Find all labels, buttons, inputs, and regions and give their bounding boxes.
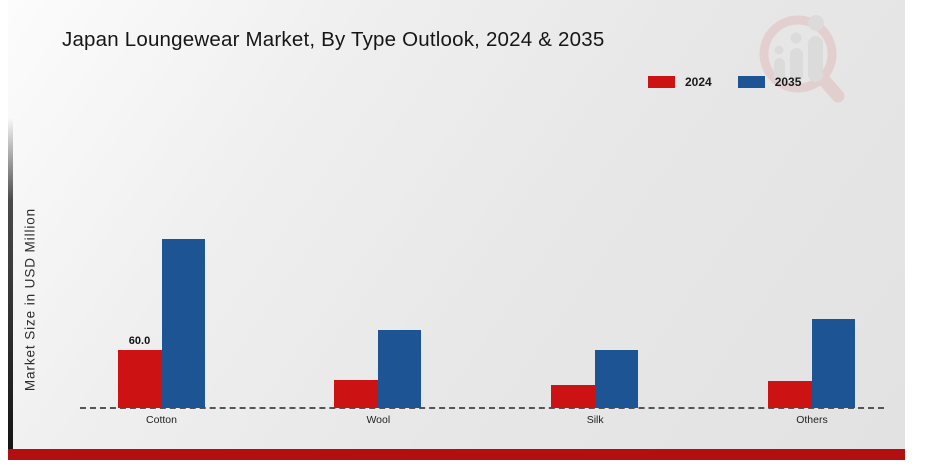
- legend-label-2024: 2024: [685, 75, 712, 89]
- legend: 2024 2035: [648, 75, 801, 89]
- magnifier-bar-chart-logo-icon: [750, 10, 850, 115]
- left-accent-line: [8, 118, 13, 449]
- x-tick-silk: Silk: [586, 414, 604, 426]
- x-tick-others: Others: [796, 414, 828, 426]
- bar-2024-wool: [334, 380, 379, 408]
- bar-2024-others: [767, 381, 812, 408]
- bar-2035-silk: [595, 350, 639, 408]
- legend-swatch-2024: [648, 76, 675, 88]
- x-tick-cotton: Cotton: [146, 414, 177, 426]
- legend-swatch-2035: [737, 76, 765, 88]
- bar-2024-silk: [551, 385, 596, 408]
- bar-2035-cotton: [161, 239, 205, 408]
- legend-label-2035: 2035: [774, 75, 802, 89]
- bar-2035-wool: [378, 330, 422, 408]
- bottom-brand-bar: [8, 449, 905, 460]
- bar-2035-others: [811, 319, 855, 408]
- legend-item-2024: 2024: [648, 75, 712, 89]
- chart-card: Japan Loungewear Market, By Type Outlook…: [8, 0, 905, 460]
- bar-2024-cotton: [117, 350, 162, 408]
- x-axis-baseline: [80, 407, 884, 409]
- chart-title: Japan Loungewear Market, By Type Outlook…: [62, 28, 605, 51]
- x-tick-wool: Wool: [366, 414, 391, 426]
- legend-item-2035: 2035: [737, 75, 802, 89]
- data-label-cotton-2024: 60.0: [128, 335, 151, 347]
- y-axis-label: Market Size in USD Million: [22, 207, 38, 392]
